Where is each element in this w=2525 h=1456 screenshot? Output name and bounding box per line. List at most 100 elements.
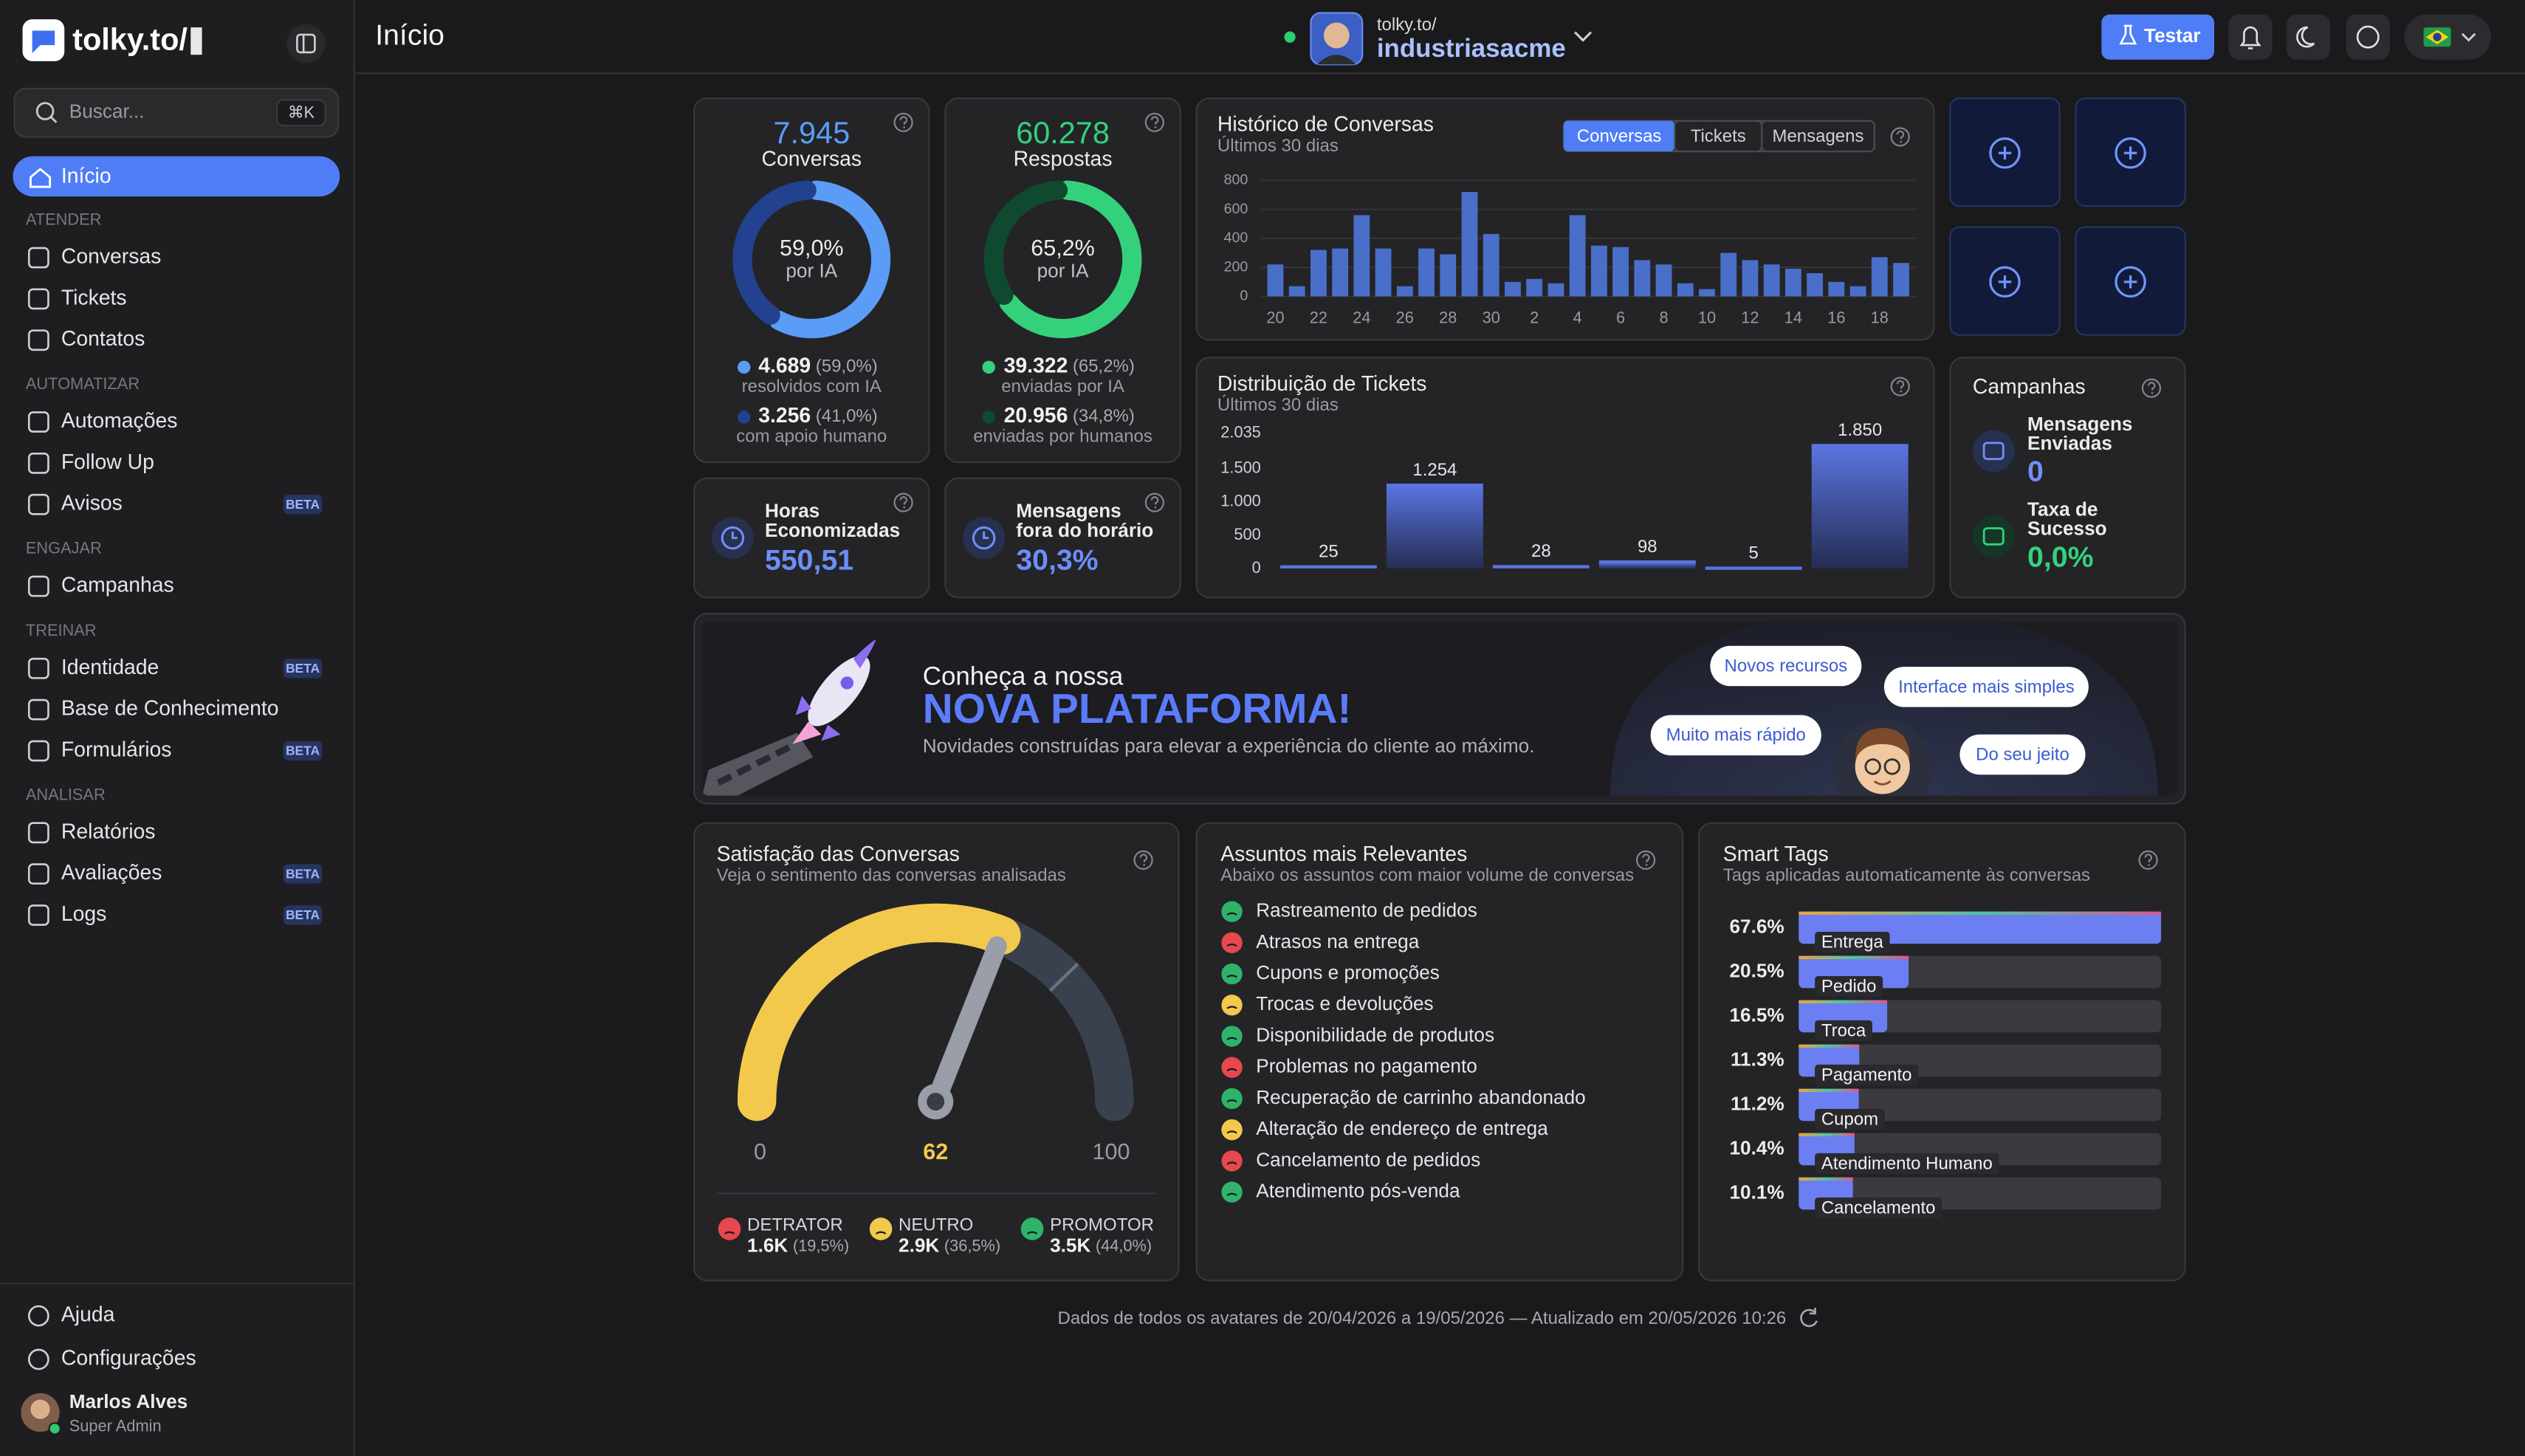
bar: [1505, 281, 1521, 297]
nav-label[interactable]: Contatos: [61, 327, 145, 351]
help-icon[interactable]: [1636, 850, 1656, 870]
collapse-button[interactable]: [286, 24, 326, 63]
home-icon: [30, 168, 52, 188]
tag-bar-accent: [1799, 1044, 1860, 1048]
tag-name: Troca: [1821, 1021, 1866, 1041]
header-icon-button[interactable]: [2287, 14, 2331, 60]
tag-name: Cupom: [1821, 1110, 1878, 1130]
sentiment-value: 1.6K: [747, 1234, 788, 1256]
topic-label: Atrasos na entrega: [1256, 930, 1419, 952]
header-icon-button[interactable]: [2346, 14, 2390, 60]
legend-row: 3.256 (41,0%): [758, 404, 877, 427]
nav-label[interactable]: Avaliações: [61, 861, 162, 885]
topic-face: [1226, 1068, 1237, 1072]
header-icon-button[interactable]: [2228, 14, 2272, 60]
legend-row: 4.689 (59,0%): [758, 354, 877, 378]
help-icon[interactable]: [893, 112, 913, 132]
tag-percent: 11.3%: [1731, 1048, 1784, 1070]
value-label: 25: [1319, 541, 1339, 561]
help-icon[interactable]: [1890, 377, 1910, 396]
help-icon[interactable]: [2138, 850, 2158, 870]
nav-label[interactable]: Conversas: [61, 245, 161, 269]
add-icon: [2123, 275, 2137, 289]
help-mark: [899, 496, 908, 505]
nav-label[interactable]: Formulários: [61, 738, 172, 761]
donut-center-value: 59,0%: [780, 236, 844, 261]
add-icon: [2115, 266, 2146, 298]
sentiment-icon: [1020, 1218, 1044, 1240]
tag-percent: 11.2%: [1731, 1092, 1784, 1114]
legend-dot: [982, 411, 995, 424]
nav-label[interactable]: Relatórios: [61, 820, 156, 843]
workspace-chevron[interactable]: [1574, 31, 1593, 42]
help-circle: [2138, 850, 2158, 870]
gauge-needle: [926, 936, 1007, 1112]
rocket-flame: [792, 721, 822, 744]
help-mark: [1896, 130, 1905, 140]
user-name: Marlos Alves: [69, 1390, 188, 1412]
refresh-icon[interactable]: [1800, 1308, 1818, 1328]
nav-label[interactable]: Ajuda: [61, 1303, 115, 1327]
donut-center-label: por IA: [1037, 260, 1089, 282]
bar: [1811, 445, 1909, 569]
card-title: Assuntos mais Relevantes: [1220, 842, 1467, 866]
card-title: Histórico de Conversas: [1217, 113, 1434, 137]
language-chevron: [2461, 32, 2476, 42]
sentiment-name: DETRATOR: [747, 1215, 843, 1234]
nav-icon: [27, 493, 49, 515]
tag-percent: 67.6%: [1730, 915, 1784, 937]
brand: tolky.to/: [72, 22, 188, 57]
nav-icon: [27, 822, 49, 844]
topic-label: Rastreamento de pedidos: [1256, 899, 1477, 921]
kpi-card: [693, 97, 930, 464]
tag-track: [1799, 1088, 2162, 1122]
sentiment-value: 3.5K: [1050, 1234, 1090, 1256]
bar: [1461, 192, 1478, 297]
help-icon[interactable]: [2141, 378, 2162, 398]
tag-name-bg: [1815, 1153, 1999, 1175]
tab[interactable]: [1563, 120, 1675, 152]
bar: [1699, 289, 1715, 297]
help-icon[interactable]: [1144, 112, 1164, 132]
nav-label[interactable]: Tickets: [61, 286, 127, 309]
bar: [1375, 248, 1392, 297]
x-tick-label: 8: [1659, 309, 1668, 327]
bar: [1353, 215, 1370, 297]
nav-label[interactable]: Automações: [61, 409, 178, 433]
tab[interactable]: [1761, 120, 1875, 153]
nav-label[interactable]: Configurações: [61, 1347, 196, 1370]
banner-tag: [1650, 715, 1821, 756]
nav-label[interactable]: Follow Up: [61, 450, 154, 474]
nav-label[interactable]: Avisos: [61, 492, 123, 515]
search-box[interactable]: [13, 87, 340, 138]
topic-sentiment: [1221, 995, 1243, 1016]
workspace-body: [1317, 55, 1356, 65]
topic-label: Cupons e promoções: [1256, 961, 1440, 983]
help-icon[interactable]: [893, 492, 913, 512]
legend-caption: enviadas por IA: [1001, 377, 1124, 396]
help-icon[interactable]: [1144, 492, 1164, 512]
saving-icon: [983, 531, 989, 540]
nav-label[interactable]: Identidade: [61, 656, 159, 679]
add-icon: [1998, 146, 2012, 159]
sentiment-name: NEUTRO: [899, 1215, 973, 1234]
flag-globe: [2433, 32, 2442, 41]
help-dot: [1143, 864, 1145, 866]
moon-icon: [2296, 26, 2315, 48]
legend-dot: [737, 411, 751, 424]
collapse-icon: [296, 33, 316, 54]
topic-sentiment: [1221, 1181, 1243, 1203]
x-tick-label: 4: [1573, 309, 1582, 327]
nav-label[interactable]: Logs: [61, 902, 106, 926]
nav-label[interactable]: Base de Conhecimento: [61, 697, 279, 721]
help-icon[interactable]: [1133, 850, 1153, 870]
topic-sentiment: [1221, 901, 1243, 922]
topic-sentiment: [1221, 1119, 1243, 1141]
y-tick-label: 1.000: [1220, 492, 1261, 510]
nav-home[interactable]: [13, 156, 340, 197]
help-icon[interactable]: [1890, 127, 1910, 147]
nav-icon: [27, 698, 49, 721]
nav-label[interactable]: Campanhas: [61, 574, 174, 597]
value-label: 98: [1638, 537, 1657, 557]
